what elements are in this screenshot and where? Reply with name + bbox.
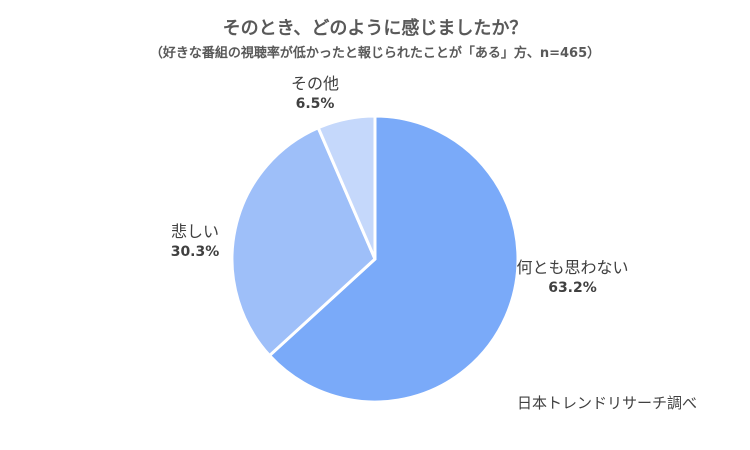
pie-slice-sad bbox=[230, 126, 377, 358]
chart-title: そのとき、どのように感じましたか？ bbox=[222, 18, 528, 39]
source-note: 日本トレンドリサーチ調べ bbox=[517, 394, 698, 412]
slice-label-nothing: 何とも思わない 63.2% bbox=[510, 258, 635, 297]
slice-label-nothing-name: 何とも思わない bbox=[516, 258, 629, 277]
slice-label-other: その他 6.5% bbox=[280, 74, 350, 113]
slice-label-sad-name: 悲しい bbox=[170, 222, 219, 241]
slice-label-sad-value: 30.3% bbox=[170, 243, 220, 260]
chart-subtitle: （好きな番組の視聴率が低かったと報じられたことが「ある」方、n=465） bbox=[149, 46, 601, 61]
slice-label-other-name: その他 bbox=[290, 74, 339, 93]
pie-slice-other bbox=[316, 114, 377, 261]
slice-label-other-value: 6.5% bbox=[295, 95, 335, 112]
slice-label-nothing-value: 63.2% bbox=[548, 279, 597, 296]
pie-slice-nothing bbox=[268, 114, 520, 404]
slice-label-sad: 悲しい 30.3% bbox=[160, 222, 230, 261]
